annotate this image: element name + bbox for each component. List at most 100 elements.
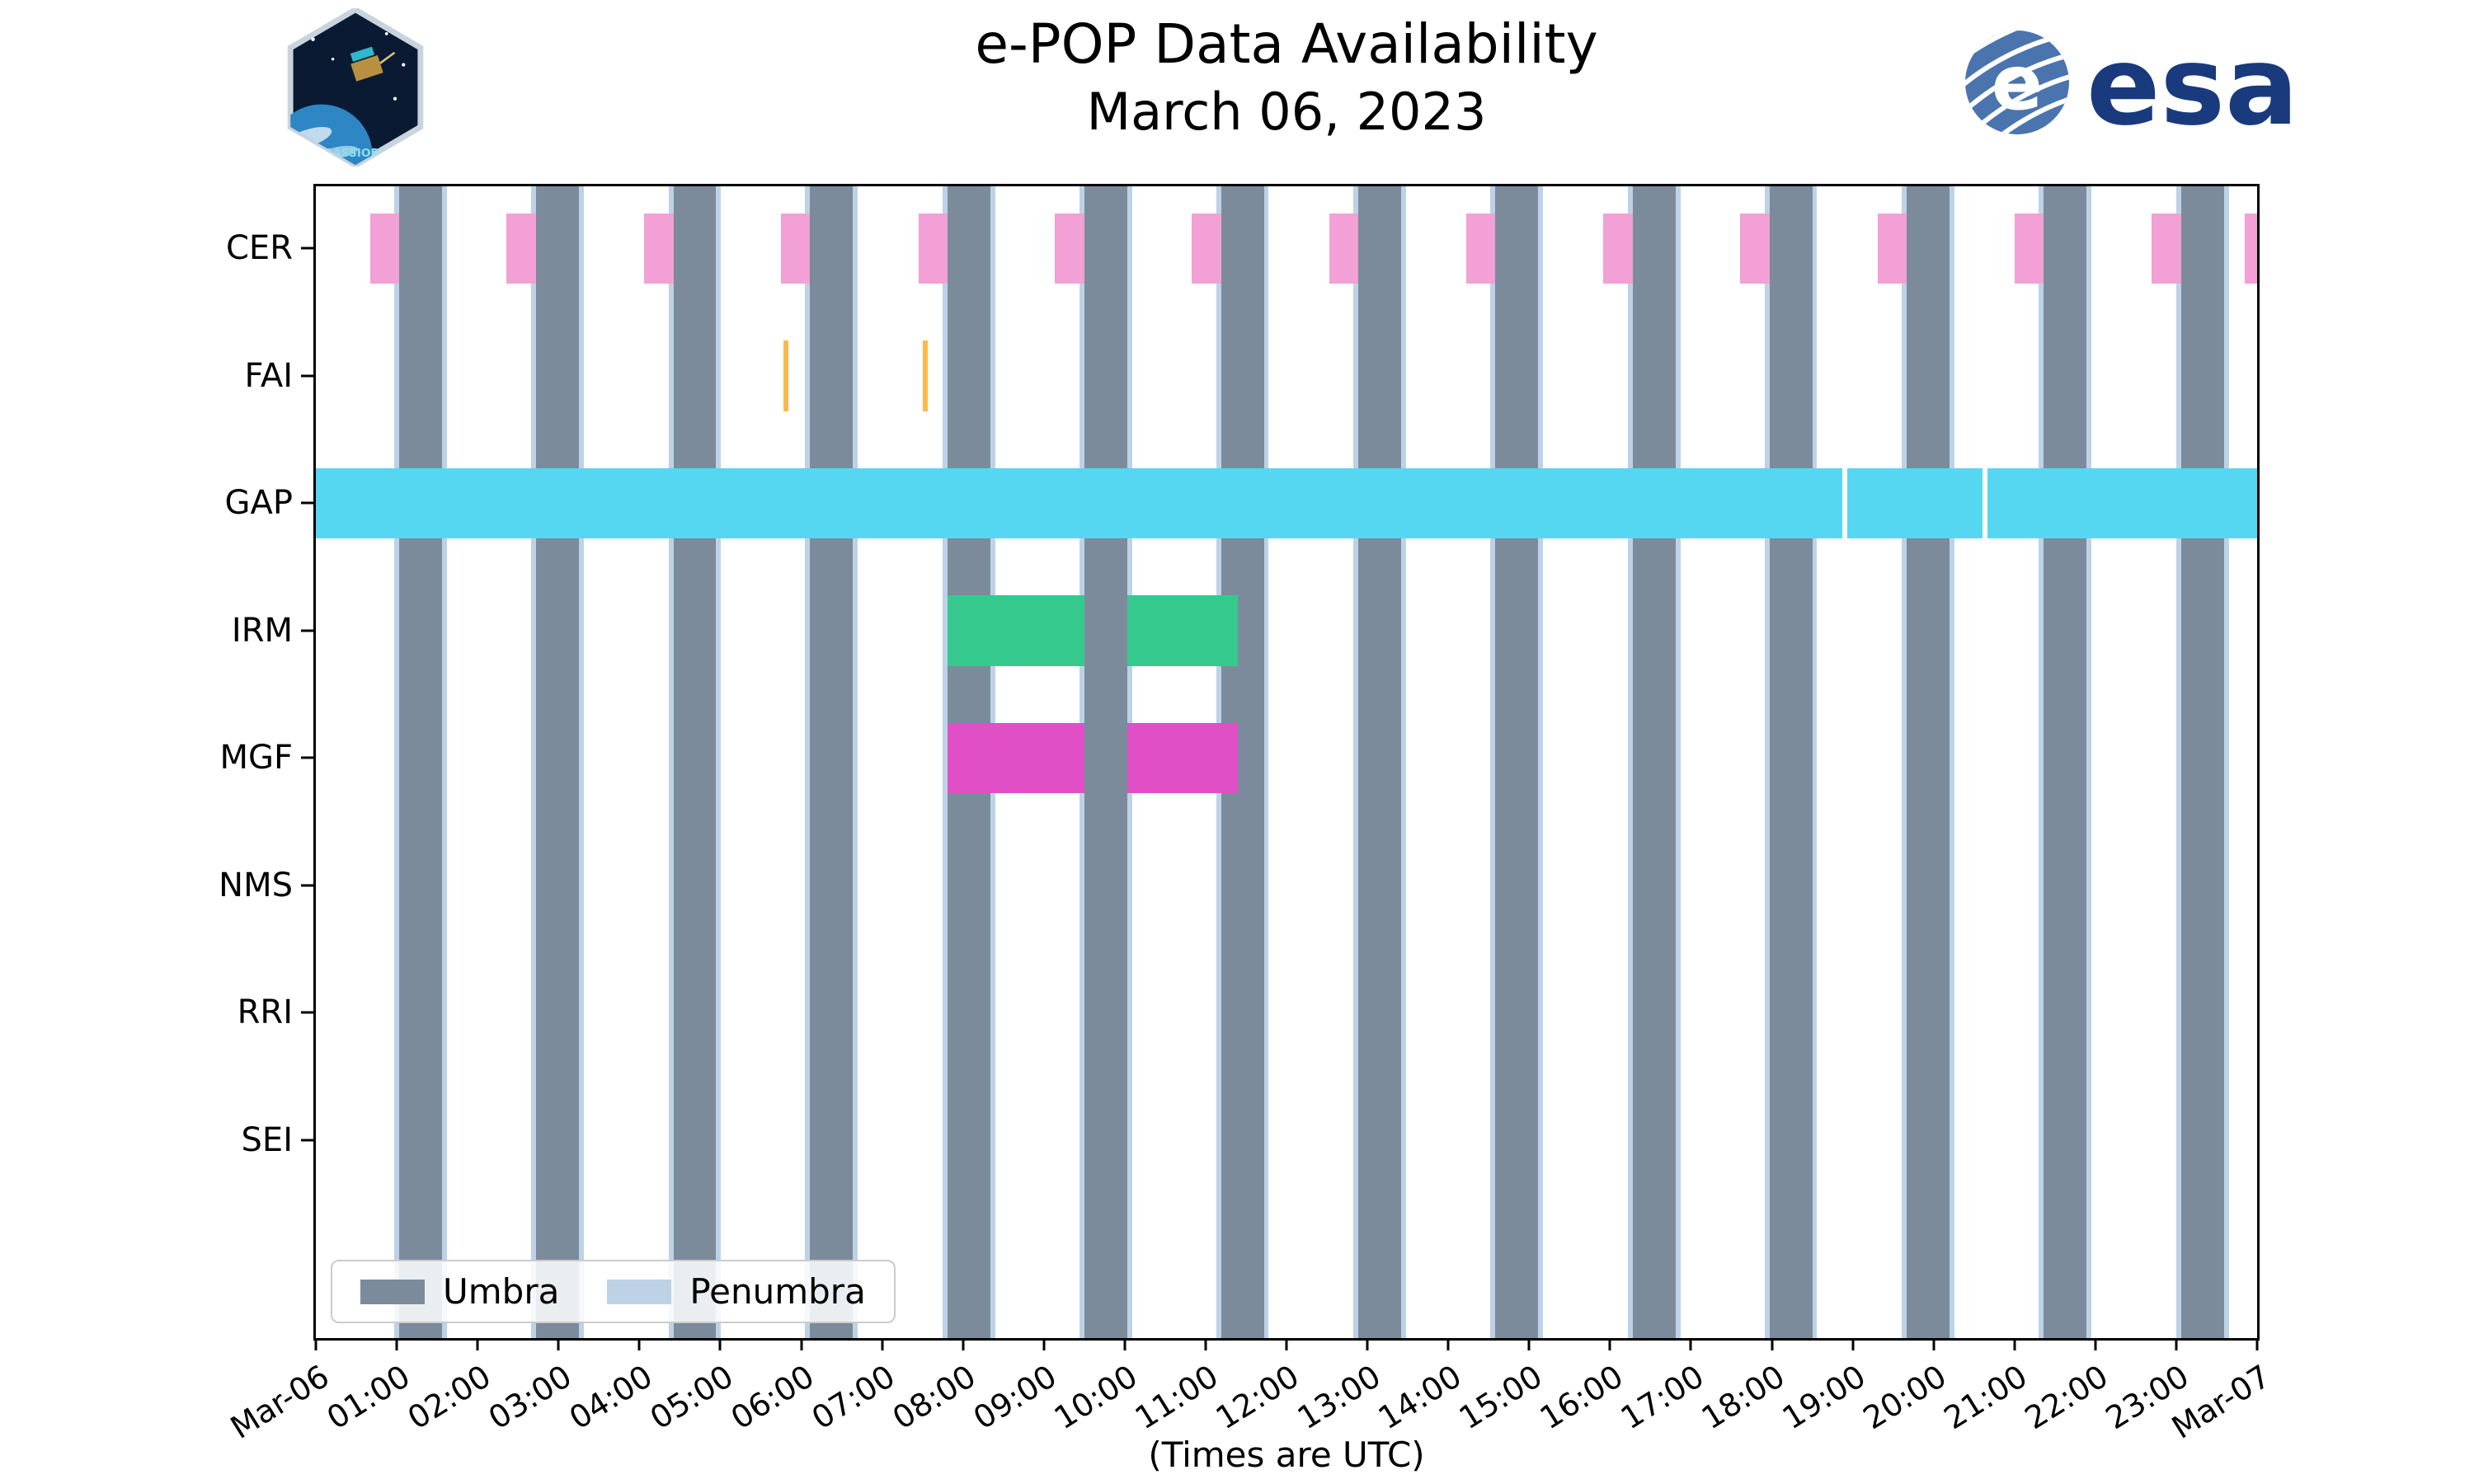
x-axis-tick — [314, 1338, 317, 1350]
fai-data-bar — [783, 340, 788, 411]
x-axis-tick — [2094, 1338, 2097, 1350]
cer-data-bar — [2014, 213, 2044, 284]
y-axis-tick — [301, 374, 313, 378]
umbra-band — [2180, 186, 2224, 1338]
x-axis-tick-label: 13:00 — [1291, 1358, 1387, 1437]
y-axis-tick-label-irm: IRM — [231, 611, 293, 650]
umbra-band — [399, 186, 442, 1338]
x-axis-tick — [557, 1338, 560, 1350]
cer-data-bar — [1329, 213, 1359, 284]
x-axis-tick-label: 15:00 — [1452, 1358, 1549, 1437]
x-axis-tick-label: 12:00 — [1210, 1358, 1306, 1437]
cer-data-bar — [2152, 213, 2181, 284]
y-axis-tick-label-nms: NMS — [219, 866, 293, 904]
x-axis-tick-label: 18:00 — [1695, 1358, 1791, 1437]
x-axis-tick — [1608, 1338, 1611, 1350]
x-axis-tick-label: 20:00 — [1856, 1358, 1953, 1437]
x-axis-tick-label: 07:00 — [805, 1358, 901, 1437]
x-axis-tick-label: 16:00 — [1533, 1358, 1630, 1437]
gap-data-bar — [1846, 467, 1983, 539]
x-axis-tick — [1285, 1338, 1288, 1350]
cer-data-bar — [506, 213, 536, 284]
umbra-legend-label: Umbra — [443, 1271, 560, 1312]
fai-data-bar — [922, 340, 928, 411]
cer-data-bar — [1740, 213, 1770, 284]
x-axis-tick — [1446, 1338, 1450, 1350]
y-axis-tick — [301, 1011, 313, 1014]
x-axis-tick-label: 22:00 — [2018, 1358, 2115, 1437]
cer-data-bar — [1603, 213, 1633, 284]
mgf-data-bar — [1126, 722, 1239, 794]
patch-satellite — [350, 46, 396, 82]
chart-title-block: e-POP Data Availability March 06, 2023 — [313, 12, 2260, 142]
umbra-band — [1495, 186, 1539, 1338]
x-axis-tick-label: 11:00 — [1129, 1358, 1225, 1437]
x-axis-tick — [718, 1338, 722, 1350]
x-axis-tick — [2255, 1338, 2259, 1350]
y-axis-tick — [301, 247, 313, 250]
esa-emblem-e: e — [1992, 39, 2043, 127]
y-axis-tick — [301, 501, 313, 505]
y-axis-tick — [301, 629, 313, 632]
esa-logo: e esa — [1946, 13, 2324, 153]
penumbra-legend-label: Penumbra — [689, 1271, 866, 1312]
esa-wordmark: esa — [2086, 23, 2298, 147]
y-axis-tick-label-fai: FAI — [244, 356, 294, 395]
cer-data-bar — [918, 213, 948, 284]
x-axis-tick-label: 01:00 — [320, 1358, 416, 1437]
x-axis-tick — [476, 1338, 479, 1350]
x-axis-tick — [2013, 1338, 2016, 1350]
x-axis-tick-label: 02:00 — [401, 1358, 497, 1437]
cassiope-patch-graphic: CASSIOPE — [287, 6, 424, 169]
x-axis-tick — [1042, 1338, 1046, 1350]
esa-logo-graphic: e esa — [1946, 13, 2298, 153]
x-axis-tick-label: 08:00 — [886, 1358, 982, 1437]
page-title: e-POP Data Availability — [975, 12, 1598, 76]
x-axis-tick-label: Mar-06 — [223, 1358, 336, 1446]
x-axis-tick — [1851, 1338, 1855, 1350]
penumbra-legend-swatch — [607, 1279, 672, 1304]
x-axis-tick — [2175, 1338, 2178, 1350]
umbra-legend-swatch — [360, 1279, 425, 1304]
umbra-band — [1632, 186, 1676, 1338]
umbra-band — [1084, 186, 1127, 1338]
x-axis-tick-label: 14:00 — [1371, 1358, 1468, 1437]
cer-data-bar — [1877, 213, 1907, 284]
cassiope-mission-patch: CASSIOPE — [285, 6, 426, 169]
y-axis-tick — [301, 884, 313, 887]
x-axis-tick-label: 21:00 — [1937, 1358, 2034, 1437]
umbra-band — [1907, 186, 1950, 1338]
cer-data-bar — [1465, 213, 1496, 284]
x-axis-tick-label: 05:00 — [643, 1358, 740, 1437]
page-subtitle: March 06, 2023 — [1086, 81, 1487, 142]
x-axis-tick — [1366, 1338, 1369, 1350]
irm-data-bar — [948, 595, 1084, 666]
irm-data-bar — [1126, 595, 1239, 666]
y-axis-tick-label-cer: CER — [226, 229, 293, 268]
x-axis-tick-label: 17:00 — [1614, 1358, 1710, 1437]
cer-data-bar — [2245, 213, 2257, 284]
plot-canvas: CER FAI GAP IRM MGF NMS RRI SEI Mar-06 01:00 02:00… — [219, 186, 2276, 1446]
umbra-band — [535, 186, 579, 1338]
x-axis-label: (Times are UTC) — [1148, 1435, 1425, 1475]
x-axis-tick — [800, 1338, 802, 1350]
x-axis-tick — [1771, 1338, 1773, 1350]
cer-data-bar — [780, 213, 811, 284]
cer-data-bar — [369, 213, 399, 284]
y-axis-tick-label-gap: GAP — [224, 484, 293, 523]
y-axis-tick — [301, 1139, 313, 1142]
gap-data-bar — [1987, 467, 2257, 539]
umbra-band — [810, 186, 854, 1338]
plot-area: CER FAI GAP IRM MGF NMS RRI SEI Mar-06 01:00 02:00… — [219, 184, 2276, 1446]
umbra-band — [1769, 186, 1813, 1338]
x-axis-tick-label: 03:00 — [482, 1358, 578, 1437]
mgf-data-bar — [948, 722, 1084, 794]
x-axis-tick-label: 04:00 — [562, 1358, 659, 1437]
gap-data-bar — [316, 467, 1842, 539]
legend: Umbra Penumbra — [331, 1260, 896, 1323]
cer-data-bar — [1055, 213, 1084, 284]
umbra-band — [2044, 186, 2087, 1338]
x-axis-tick — [1527, 1338, 1531, 1350]
y-axis-tick-label-sei: SEI — [241, 1120, 293, 1159]
